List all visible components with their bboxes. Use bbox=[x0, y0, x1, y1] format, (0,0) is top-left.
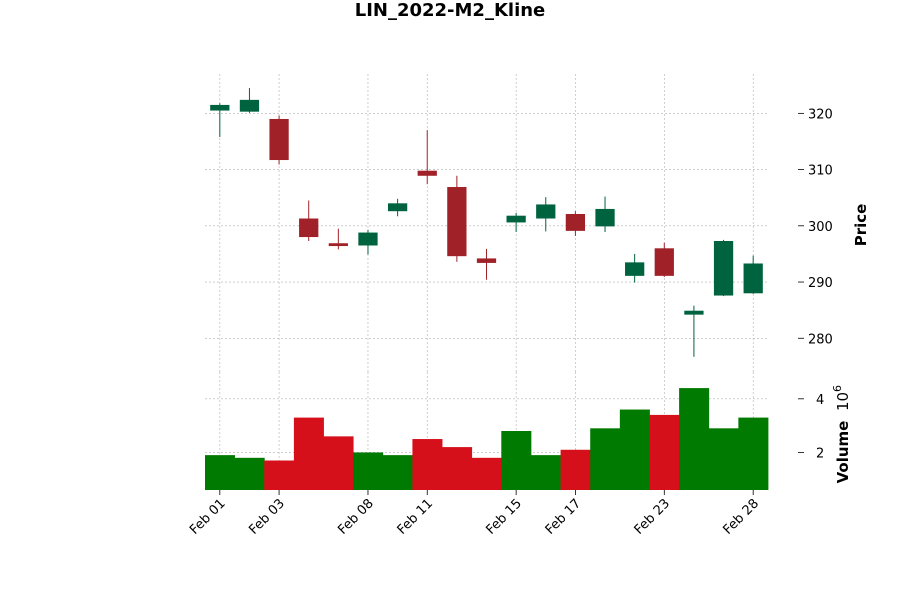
volume-bar bbox=[501, 431, 532, 490]
volume-bar bbox=[619, 409, 650, 490]
candle-body bbox=[387, 203, 408, 212]
candle-body bbox=[506, 215, 526, 223]
price-axis-label: Price bbox=[852, 204, 870, 247]
price-grid bbox=[205, 74, 768, 372]
candle-body bbox=[328, 243, 348, 247]
candle-body bbox=[565, 214, 586, 231]
candle-body bbox=[447, 187, 467, 257]
volume-bar bbox=[590, 428, 621, 490]
price-tick-label: 300 bbox=[808, 220, 833, 235]
volume-bar bbox=[293, 417, 324, 490]
volume-exponent-base: 10 bbox=[834, 392, 852, 411]
volume-bar bbox=[234, 457, 265, 490]
candle-body bbox=[417, 170, 437, 176]
price-axis: 280 290 300 310 320 bbox=[798, 107, 833, 347]
x-tick-label: Feb 11 bbox=[395, 496, 437, 538]
price-tick-label: 290 bbox=[808, 276, 833, 291]
candle-body bbox=[743, 263, 763, 294]
candle-body bbox=[536, 204, 556, 219]
volume-exponent: 106 bbox=[831, 385, 852, 411]
volume-bar bbox=[264, 460, 295, 490]
volume-bar bbox=[412, 439, 443, 490]
candle-body bbox=[210, 104, 230, 111]
svg-text:106: 106 bbox=[831, 385, 852, 411]
x-tick-label: Feb 23 bbox=[632, 496, 674, 538]
volume-exponent-power: 6 bbox=[831, 385, 844, 392]
price-tick-label: 280 bbox=[808, 332, 833, 347]
x-tick-label: Feb 17 bbox=[543, 496, 585, 538]
candle-body bbox=[654, 248, 674, 276]
volume-bar bbox=[382, 455, 413, 490]
volume-axis: 24 bbox=[798, 393, 824, 461]
candle-body bbox=[299, 218, 319, 238]
volume-bar bbox=[738, 417, 769, 490]
volume-bar bbox=[708, 428, 739, 490]
price-tick-label: 320 bbox=[808, 107, 833, 122]
candle-body bbox=[239, 99, 260, 112]
candle-body bbox=[684, 310, 704, 315]
price-tick-label: 310 bbox=[808, 164, 833, 179]
volume-bar bbox=[560, 449, 591, 490]
x-axis: Feb 01 Feb 03 Feb 08 Feb 11 Feb 15 Feb 17 Feb … bbox=[187, 490, 762, 538]
candle-body bbox=[625, 262, 645, 276]
volume-bar bbox=[353, 452, 384, 490]
chart-title: LIN_2022-M2_Kline bbox=[354, 0, 546, 21]
x-tick-label: Feb 08 bbox=[335, 496, 377, 538]
candle-body bbox=[358, 232, 378, 246]
volume-bar bbox=[530, 455, 561, 490]
x-tick-label: Feb 28 bbox=[721, 496, 763, 538]
volume-tick-label: 4 bbox=[816, 393, 824, 408]
volume-axis-label: Volume bbox=[834, 421, 852, 484]
x-tick-label: Feb 03 bbox=[246, 496, 288, 538]
volume-bar bbox=[679, 388, 710, 490]
volume-bars bbox=[205, 388, 769, 490]
candle-body bbox=[269, 118, 289, 161]
volume-bar bbox=[323, 436, 354, 490]
volume-tick-label: 2 bbox=[816, 446, 824, 461]
candles bbox=[210, 88, 763, 357]
volume-bar bbox=[205, 455, 236, 490]
volume-bar bbox=[471, 457, 502, 490]
candle-body bbox=[595, 208, 615, 227]
volume-bar bbox=[649, 414, 680, 490]
x-tick-label: Feb 15 bbox=[483, 496, 525, 538]
candle-body bbox=[476, 258, 497, 263]
x-tick-label: Feb 01 bbox=[187, 496, 229, 538]
volume-bar bbox=[442, 447, 473, 490]
candle-body bbox=[713, 240, 734, 296]
